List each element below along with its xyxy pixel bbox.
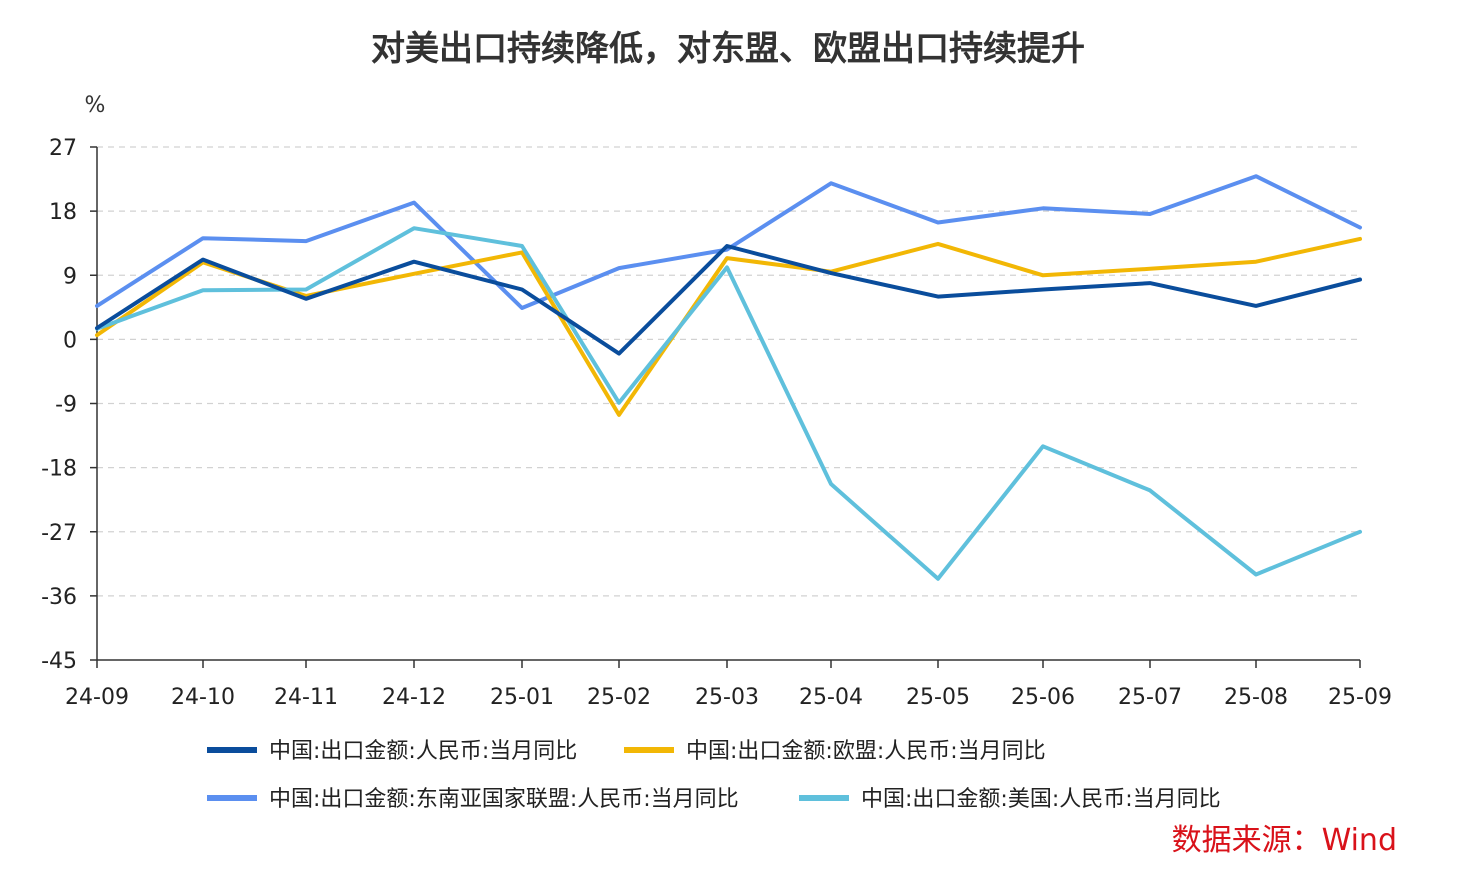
legend: 中国:出口金额:人民币:当月同比 中国:出口金额:欧盟:人民币:当月同比中国:出口… [207, 739, 1221, 812]
x-tick-label: 24-12 [382, 685, 446, 710]
y-tick-label: -18 [41, 457, 77, 482]
x-tick-label: 24-10 [171, 685, 235, 710]
legend-label: 中国:出口金额:东南亚国家联盟:人民币:当月同比 [269, 787, 739, 812]
source-note: 数据来源：Wind [1172, 823, 1397, 858]
chart-title: 对美出口持续降低，对东盟、欧盟出口持续提升 [371, 29, 1085, 69]
y-tick-label: -9 [55, 393, 77, 418]
x-tick-label: 24-09 [65, 685, 129, 710]
y-tick-label: 9 [63, 264, 77, 289]
axes: 27 18 9 0 -9 -18 -27 -36 -45 24-09 24-10 24-11 24-12… [41, 136, 1392, 710]
x-tick-label: 25-07 [1118, 685, 1182, 710]
y-tick-label: -36 [41, 585, 77, 610]
y-tick-label: 18 [49, 200, 77, 225]
series-line-0 [95, 244, 1362, 356]
x-tick-label: 25-09 [1328, 685, 1392, 710]
x-tick-label: 25-06 [1011, 685, 1075, 710]
y-tick-label: -27 [41, 521, 77, 546]
x-tick-label: 25-05 [906, 685, 970, 710]
x-tick-label: 25-01 [490, 685, 554, 710]
x-tick-label: 25-03 [695, 685, 759, 710]
y-axis-unit: % [85, 93, 106, 118]
x-tick-label: 25-02 [587, 685, 651, 710]
y-tick-label: 0 [63, 328, 77, 353]
series-line-3 [95, 226, 1362, 581]
y-tick-label: 27 [49, 136, 77, 161]
x-tick-label: 25-04 [799, 685, 863, 710]
gridlines [97, 146, 1360, 597]
series-line-2 [95, 174, 1362, 310]
x-tick-label: 25-08 [1224, 685, 1288, 710]
legend-label: 中国:出口金额:欧盟:人民币:当月同比 [686, 739, 1046, 764]
legend-label: 中国:出口金额:美国:人民币:当月同比 [861, 787, 1221, 812]
legend-label: 中国:出口金额:人民币:当月同比 [269, 739, 577, 764]
x-tick-label: 24-11 [274, 685, 338, 710]
y-tick-label: -45 [41, 649, 77, 674]
series-line-1 [95, 236, 1362, 417]
series-lines [95, 174, 1362, 581]
